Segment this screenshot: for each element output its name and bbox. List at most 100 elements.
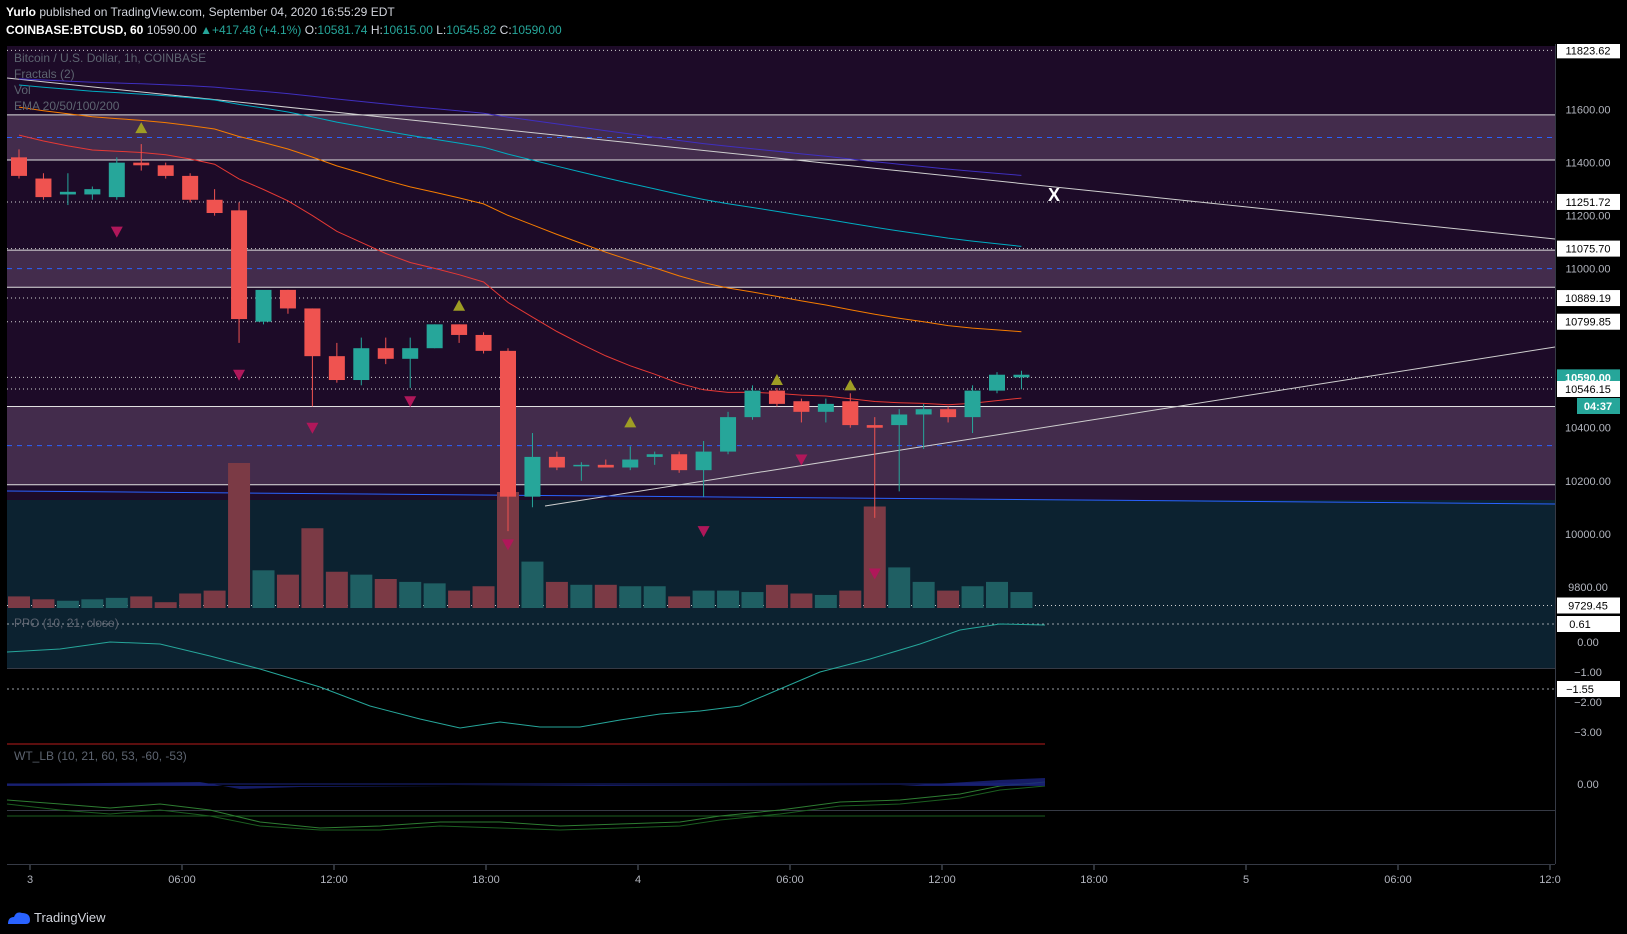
price-tick-9: 9800.00 <box>1568 582 1608 594</box>
candle-37 <box>915 403 932 449</box>
price-axis[interactable] <box>1555 44 1627 864</box>
ema-100-line <box>18 84 1022 247</box>
volume-bar-13 <box>325 571 348 608</box>
countdown-badge <box>1577 398 1620 414</box>
candle-31 <box>768 387 785 407</box>
candle-body-14 <box>353 348 370 381</box>
price-marker-6: 10546.15 <box>1565 384 1611 396</box>
open-label: O: <box>304 23 318 37</box>
ema-200-line <box>18 78 1022 176</box>
candle-body-19 <box>475 334 492 351</box>
candle-12 <box>304 308 321 407</box>
price-marker-3: 10889.19 <box>1565 293 1611 305</box>
fractal-down-4 <box>502 539 514 551</box>
candle-9 <box>231 202 248 343</box>
candle-body-40 <box>989 374 1005 391</box>
candle-body-4 <box>108 162 125 198</box>
legend-wt[interactable]: WT_LB (10, 21, 60, 53, -60, -53) <box>14 749 187 763</box>
symbol-label[interactable]: COINBASE:BTCUSD, 60 <box>6 23 144 37</box>
candle-36 <box>891 409 908 492</box>
candle-body-29 <box>720 417 737 452</box>
ppo-marker-0: 0.61 <box>1569 619 1590 631</box>
candle-29 <box>720 411 737 455</box>
candle-32 <box>793 398 810 423</box>
footer-brand[interactable]: TradingView <box>34 910 106 925</box>
candle-11 <box>279 289 296 314</box>
countdown-text: 04:37 <box>1584 401 1612 413</box>
fractal-up-3 <box>770 374 783 386</box>
time-axis-ticks: 3 06:00 12:00 18:00 4 06:00 12:00 18:00 5 06:00 12… <box>27 865 1561 886</box>
time-tick-10: 12:0 <box>1539 874 1560 886</box>
volume-bar-38 <box>937 590 960 608</box>
candle-21 <box>524 433 541 508</box>
volume-bar-40 <box>986 581 1008 608</box>
volume-bar-35 <box>863 506 886 608</box>
volume-bar-11 <box>276 574 299 608</box>
volume-bar-10 <box>252 570 275 608</box>
legend-title[interactable]: Bitcoin / U.S. Dollar, 1h, COINBASE <box>14 51 206 65</box>
candle-body-18 <box>451 324 468 335</box>
volume-bar-0 <box>8 596 30 608</box>
candle-3 <box>84 186 101 200</box>
publish-info: Yurlo published on TradingView.com, Sept… <box>6 5 395 19</box>
ppo-tick-0: 0.00 <box>1577 637 1598 649</box>
ppo-marker-bg-0 <box>1557 616 1620 632</box>
candle-body-11 <box>279 289 296 309</box>
legend-fractals[interactable]: Fractals (2) <box>14 67 75 81</box>
candle-body-10 <box>255 289 272 322</box>
time-tick-2: 12:00 <box>320 874 348 886</box>
ascending-trendline[interactable] <box>544 346 1556 507</box>
legend-ema[interactable]: EMA 20/50/100/200 <box>14 99 120 113</box>
candle-28 <box>695 440 712 497</box>
candle-25 <box>622 446 639 471</box>
price-tick-6: 10400.00 <box>1565 423 1611 435</box>
price-chart[interactable]: X Bitcoin / U.S. Dollar, 1h, COINBASE Fr… <box>0 44 1627 900</box>
author-name[interactable]: Yurlo <box>6 5 37 19</box>
candle-body-15 <box>377 348 394 359</box>
candle-body-39 <box>964 390 981 418</box>
candle-19 <box>475 332 492 354</box>
candle-33 <box>817 398 834 423</box>
price-marker-4: 10799.85 <box>1565 317 1611 329</box>
volume-bar-8 <box>203 590 226 608</box>
volume-bar-5 <box>130 596 153 608</box>
candle-body-32 <box>793 401 810 412</box>
ppo-line <box>6 623 1046 729</box>
volume-bar-37 <box>912 581 935 608</box>
price-marker-7: 9729.45 <box>1568 600 1608 612</box>
candle-body-27 <box>671 454 688 471</box>
candle-10 <box>255 289 272 325</box>
time-tick-3: 18:00 <box>472 874 500 886</box>
candle-body-0 <box>11 157 27 176</box>
volume-bar-6 <box>154 602 177 608</box>
ppo-tick-1: −1.00 <box>1574 667 1602 679</box>
volume-bar-18 <box>448 590 471 608</box>
low-value: 10545.82 <box>446 23 497 37</box>
price-marker-1: 11251.72 <box>1565 197 1610 209</box>
price-marker-0: 11823.62 <box>1565 45 1610 57</box>
candle-body-35 <box>866 425 883 428</box>
candle-body-37 <box>915 409 932 415</box>
ppo-marker-bg-1 <box>1557 681 1620 697</box>
descending-trendline[interactable] <box>6 77 1556 240</box>
candle-16 <box>402 337 419 388</box>
candle-body-13 <box>328 356 345 381</box>
annotation-x: X <box>1048 185 1060 205</box>
time-axis[interactable] <box>0 864 1627 900</box>
legend-ppo[interactable]: PPO (10, 21, close) <box>14 616 119 630</box>
published-text: published on TradingView.com, September … <box>36 5 395 19</box>
volume-bar-3 <box>81 599 104 608</box>
fractal-up-2 <box>624 416 637 428</box>
volume-bar-23 <box>570 584 593 608</box>
ppo-axis-ticks: 0.00 −1.00 −2.00 −3.00 0.61 −1.55 <box>1557 616 1620 739</box>
price-marker-bg-0 <box>1557 44 1620 59</box>
volume-bar-32 <box>790 593 813 608</box>
blue-trendline[interactable] <box>6 490 1556 505</box>
legend-volume[interactable]: Vol <box>14 83 31 97</box>
candle-body-34 <box>842 401 859 426</box>
candle-body-16 <box>402 348 419 359</box>
fractal-down-5 <box>697 526 710 538</box>
tradingview-logo-icon[interactable] <box>6 909 32 925</box>
time-tick-1: 06:00 <box>168 874 196 886</box>
candle-20 <box>500 348 516 532</box>
